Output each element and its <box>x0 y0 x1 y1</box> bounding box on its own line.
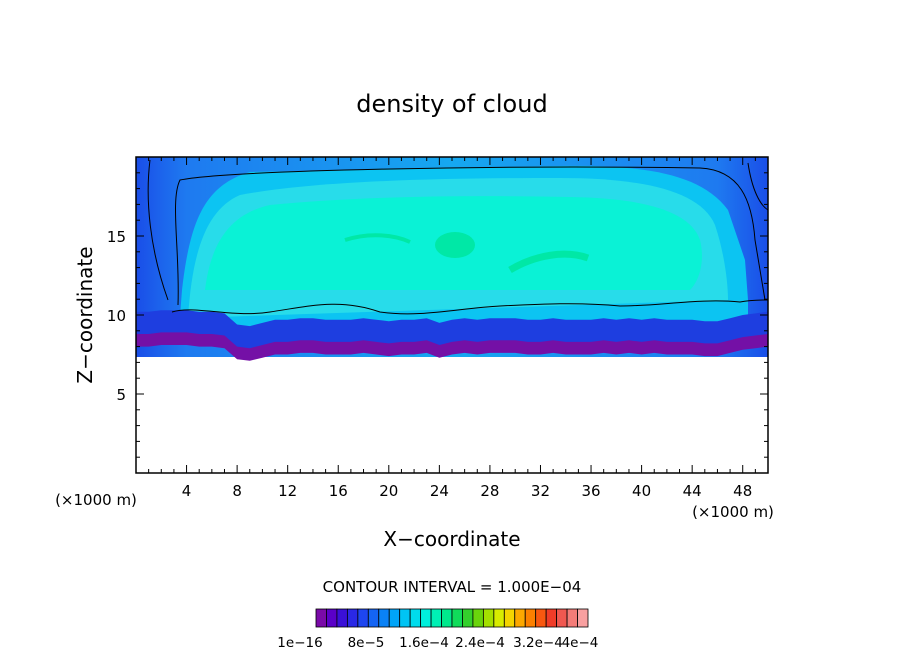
y-tick-label: 5 <box>116 386 126 404</box>
x-tick-label: 32 <box>531 482 550 500</box>
cloud-core-streak-c <box>344 233 411 244</box>
colorbar-swatch <box>326 608 338 628</box>
cloud-base-bottom <box>136 332 768 361</box>
y-tick-label: 10 <box>107 307 126 325</box>
y-axis-label: Z−coordinate <box>73 246 97 383</box>
colorbar-swatch <box>420 608 432 628</box>
x-tick-label: 16 <box>329 482 348 500</box>
colorbar-swatch <box>388 608 401 628</box>
x-tick-label: 24 <box>430 482 449 500</box>
colorbar-label: 1.6e−4 <box>399 635 449 651</box>
x-unit-left: (×1000 m) <box>55 491 137 509</box>
x-tick-label: 4 <box>182 482 192 500</box>
colorbar-swatch <box>535 608 547 628</box>
colorbar-swatch <box>514 608 526 628</box>
x-tick-label: 12 <box>278 482 297 500</box>
colorbar-swatch <box>315 608 327 628</box>
colorbar-swatch <box>336 608 348 628</box>
colorbar-swatch <box>357 608 369 628</box>
colorbar-swatch <box>556 608 568 628</box>
x-tick-label: 28 <box>480 482 499 500</box>
x-axis-label: X−coordinate <box>383 527 520 551</box>
colorbar-swatch <box>441 608 453 628</box>
cloud-core-streak-b <box>508 250 590 274</box>
y-axis: 5 10 15 <box>107 172 768 458</box>
contour-line-left <box>147 159 169 301</box>
contour-interval-label: CONTOUR INTERVAL = 1.000E−04 <box>323 578 582 596</box>
contour-line-top <box>171 299 768 315</box>
colorbar-swatch <box>503 608 516 628</box>
y-tick-label: 15 <box>107 228 126 246</box>
colorbar-swatch <box>493 608 505 628</box>
x-tick-label: 20 <box>379 482 398 500</box>
colorbar-swatch <box>472 608 484 628</box>
colorbar-swatch <box>378 608 390 628</box>
colorbar-label: 8e−5 <box>348 635 385 651</box>
colorbar-swatch <box>399 608 411 628</box>
contour-line-right <box>747 162 768 211</box>
colorbar-swatch <box>545 608 558 628</box>
colorbar-label: 4e−4 <box>562 635 599 651</box>
density-field <box>136 157 768 361</box>
colorbar-swatch <box>409 608 422 628</box>
colorbar-label: 1e−16 <box>277 635 322 651</box>
colorbar-labels: 1e−16 8e−5 1.6e−4 2.4e−4 3.2e−44e−4 <box>277 635 598 651</box>
colorbar-label: 2.4e−4 <box>455 635 505 651</box>
x-unit-right: (×1000 m) <box>692 503 774 521</box>
colorbar-swatch <box>430 608 442 628</box>
colorbar-swatch <box>566 608 578 628</box>
x-tick-label: 8 <box>232 482 242 500</box>
colorbar-swatch <box>346 608 359 628</box>
colorbar-label: 3.2e−4 <box>513 635 563 651</box>
colorbar-swatch <box>524 608 537 628</box>
x-tick-label: 36 <box>581 482 600 500</box>
colorbar-swatch <box>577 608 589 628</box>
chart-title: density of cloud <box>356 90 547 118</box>
colorbar-swatch <box>482 608 495 628</box>
x-tick-label: 48 <box>733 482 752 500</box>
colorbar-swatch <box>367 608 380 628</box>
colorbar <box>315 608 589 628</box>
x-tick-label: 40 <box>632 482 651 500</box>
cloud-core-blob-a <box>435 232 475 258</box>
colorbar-swatch <box>462 608 474 628</box>
x-axis: 4 8 12 16 20 24 28 32 36 40 44 48 <box>148 157 756 500</box>
contour-line-outer <box>174 166 766 306</box>
x-tick-label: 44 <box>683 482 702 500</box>
colorbar-swatch <box>451 608 463 628</box>
